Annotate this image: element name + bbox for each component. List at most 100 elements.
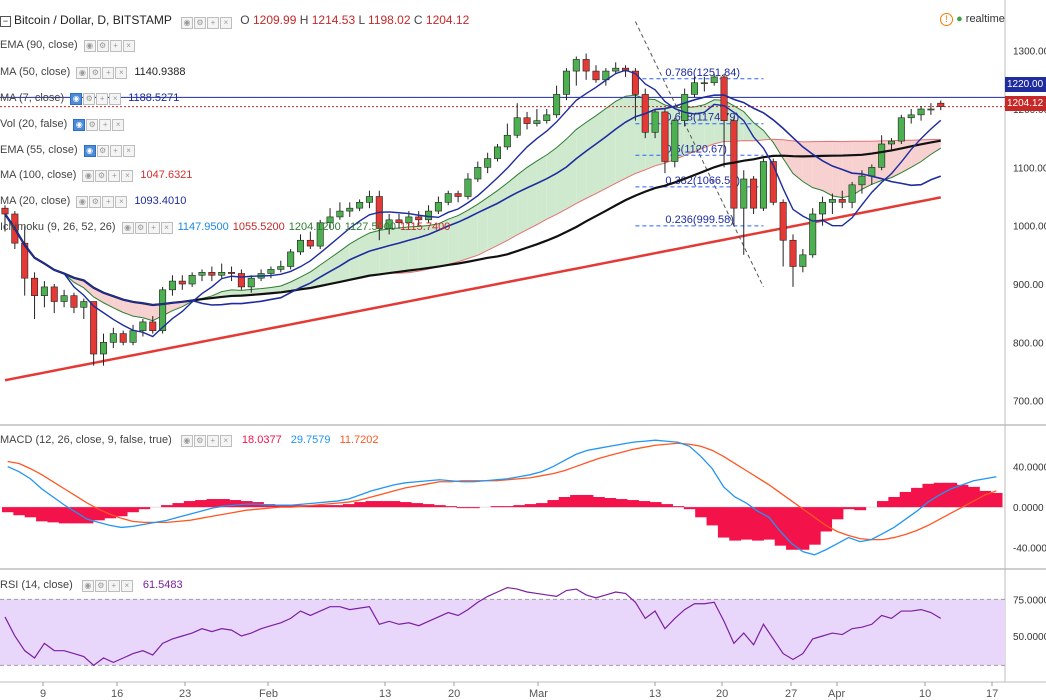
- alert-icon[interactable]: !: [940, 13, 953, 26]
- candle-body: [139, 321, 147, 331]
- eye-icon[interactable]: ◉: [180, 435, 193, 448]
- macd-histogram-bar: [661, 504, 673, 508]
- add-icon[interactable]: +: [99, 119, 112, 132]
- indicator-row[interactable]: MA (20, close) ◉ ⚙ + × 1093.4010: [0, 195, 187, 209]
- macd-histogram-bar: [592, 497, 605, 508]
- settings-icon[interactable]: ⚙: [83, 93, 96, 106]
- ohlc-readout: O 1209.99 H 1214.53 L 1198.02 C 1204.12: [240, 13, 470, 27]
- macd-histogram-bar: [172, 503, 185, 508]
- eye-icon[interactable]: ◉: [180, 16, 193, 29]
- close-icon[interactable]: ×: [109, 93, 122, 106]
- close-icon[interactable]: ×: [120, 580, 133, 593]
- ichimoku-cloud: [467, 204, 478, 259]
- price-axis-label: 1300.00: [1013, 47, 1046, 58]
- candle-body: [809, 213, 817, 256]
- macd-histogram-bar: [638, 501, 651, 508]
- close-icon[interactable]: ×: [219, 16, 232, 29]
- candle-body: [40, 286, 48, 296]
- settings-icon[interactable]: ⚙: [96, 145, 109, 158]
- ichimoku-cloud: [822, 141, 833, 196]
- realtime-status: ! ● realtime: [940, 13, 1005, 26]
- add-icon[interactable]: +: [147, 222, 160, 235]
- candle-body: [149, 321, 157, 331]
- close-icon[interactable]: ×: [112, 119, 125, 132]
- macd-line-value: 29.7579: [290, 434, 331, 446]
- eye-icon[interactable]: ◉: [76, 196, 89, 209]
- eye-icon[interactable]: ◉: [81, 580, 94, 593]
- candle-body: [484, 158, 492, 168]
- add-icon[interactable]: +: [96, 93, 109, 106]
- settings-icon[interactable]: ⚙: [89, 196, 102, 209]
- close-icon[interactable]: ×: [122, 145, 135, 158]
- close-icon[interactable]: ×: [115, 67, 128, 80]
- settings-icon[interactable]: ⚙: [134, 222, 147, 235]
- add-icon[interactable]: +: [107, 580, 120, 593]
- price-axis-label: 1100.00: [1013, 163, 1046, 174]
- eye-icon[interactable]: ◉: [70, 93, 83, 106]
- macd-buttons: ◉ ⚙ + ×: [180, 432, 233, 448]
- macd-histogram-bar: [570, 494, 583, 508]
- settings-icon[interactable]: ⚙: [89, 67, 102, 80]
- close-icon[interactable]: ×: [160, 222, 173, 235]
- indicator-row[interactable]: Vol (20, false) ◉ ⚙ + ×: [0, 116, 131, 132]
- settings-icon[interactable]: ⚙: [193, 435, 206, 448]
- add-icon[interactable]: +: [109, 40, 122, 53]
- add-icon[interactable]: +: [109, 145, 122, 158]
- macd-histogram-bar: [740, 507, 753, 540]
- indicator-row[interactable]: MA (7, close) ◉ ⚙ + × 1188.5271: [0, 92, 180, 106]
- eye-icon[interactable]: ◉: [121, 222, 134, 235]
- indicator-row[interactable]: MA (50, close) ◉ ⚙ + × 1140.9388: [0, 66, 186, 80]
- time-axis-label: 27: [785, 688, 797, 700]
- indicator-row[interactable]: MA (100, close) ◉ ⚙ + × 1047.6321: [0, 169, 193, 183]
- macd-histogram-bar: [956, 484, 969, 508]
- price-axis-label: 1000.00: [1013, 222, 1046, 233]
- settings-icon[interactable]: ⚙: [95, 170, 108, 183]
- add-icon[interactable]: +: [108, 170, 121, 183]
- eye-icon[interactable]: ◉: [83, 145, 96, 158]
- time-axis-label: 10: [919, 688, 931, 700]
- close-icon[interactable]: ×: [122, 40, 135, 53]
- eye-icon[interactable]: ◉: [83, 40, 96, 53]
- settings-icon[interactable]: ⚙: [86, 119, 99, 132]
- ichimoku-cloud: [172, 301, 183, 311]
- add-icon[interactable]: +: [206, 16, 219, 29]
- close-icon[interactable]: ×: [115, 196, 128, 209]
- add-icon[interactable]: +: [206, 435, 219, 448]
- eye-icon[interactable]: ◉: [82, 170, 95, 183]
- candle-body: [316, 222, 324, 247]
- ichimoku-cloud: [793, 140, 803, 182]
- collapse-icon[interactable]: −: [0, 16, 11, 27]
- indicator-row[interactable]: Ichimoku (9, 26, 52, 26) ◉ ⚙ + × 1147.9500 105…: [0, 221, 451, 235]
- indicator-row[interactable]: EMA (55, close) ◉ ⚙ + ×: [0, 142, 142, 158]
- macd-histogram-bar: [92, 507, 105, 521]
- time-axis-label: Apr: [828, 688, 845, 700]
- time-axis-label: Mar: [529, 688, 548, 700]
- ichimoku-value: 1055.5200: [232, 221, 285, 233]
- macd-histogram-bar: [922, 483, 935, 508]
- ichimoku-cloud: [389, 227, 399, 274]
- ichimoku-cloud: [576, 122, 587, 204]
- add-icon[interactable]: +: [102, 196, 115, 209]
- eye-icon[interactable]: ◉: [73, 119, 86, 132]
- candle-body: [562, 70, 570, 95]
- close-icon[interactable]: ×: [219, 435, 232, 448]
- candle-body: [434, 202, 442, 212]
- ichimoku-cloud: [399, 226, 409, 274]
- candle-body: [474, 167, 482, 180]
- candle-body: [543, 114, 551, 121]
- settings-icon[interactable]: ⚙: [96, 40, 109, 53]
- settings-icon[interactable]: ⚙: [94, 580, 107, 593]
- indicator-value: 1188.5271: [128, 92, 180, 104]
- candle-body: [119, 333, 127, 343]
- macd-histogram-bar: [161, 505, 173, 508]
- ichimoku-cloud: [812, 141, 823, 191]
- symbol-header: − Bitcoin / Dollar, D, BITSTAMP ◉ ⚙ + × O 12…: [0, 12, 469, 29]
- ichimoku-cloud: [556, 139, 567, 215]
- add-icon[interactable]: +: [102, 67, 115, 80]
- macd-histogram-bar: [672, 506, 685, 508]
- indicator-row[interactable]: EMA (90, close) ◉ ⚙ + ×: [0, 37, 142, 53]
- eye-icon[interactable]: ◉: [76, 67, 89, 80]
- close-icon[interactable]: ×: [121, 170, 134, 183]
- settings-icon[interactable]: ⚙: [193, 16, 206, 29]
